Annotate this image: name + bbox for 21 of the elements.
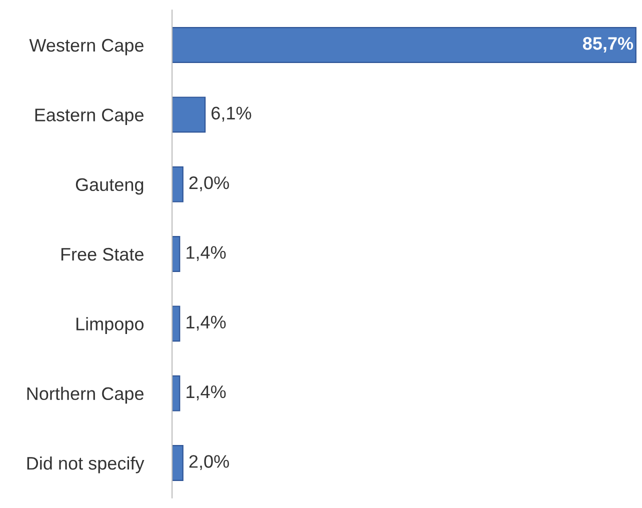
y-tick-label: Western Cape — [29, 38, 144, 56]
y-tick-label: Did not specify — [27, 456, 144, 474]
data-label: 2,0% — [189, 176, 229, 192]
data-label: 1,4% — [186, 246, 226, 261]
bar — [172, 236, 180, 272]
bar — [172, 306, 180, 342]
bar — [172, 375, 180, 412]
y-tick-label: Free State — [61, 248, 144, 261]
data-label: 1,4% — [186, 385, 226, 400]
data-label: 1,4% — [186, 316, 226, 331]
y-tick-label: Eastern Cape — [35, 108, 144, 125]
data-label: 2,0% — [189, 455, 229, 470]
y-tick-label: Gauteng — [76, 178, 144, 195]
data-label: 85,7% — [582, 37, 634, 52]
y-tick-label: Northern Cape — [27, 386, 144, 404]
bar — [172, 166, 184, 202]
bar — [172, 27, 636, 63]
data-label: 6,1% — [212, 106, 252, 122]
bar — [172, 445, 184, 481]
y-tick-label: Limpopo — [76, 317, 144, 334]
bar — [172, 96, 206, 133]
